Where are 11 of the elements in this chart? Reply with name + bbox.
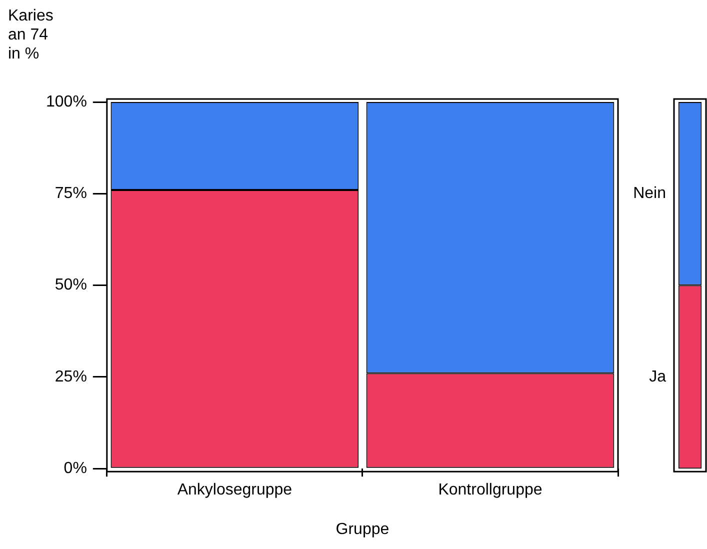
x-tick-label: Ankylosegruppe xyxy=(177,482,292,499)
y-tick-label: 0% xyxy=(64,460,87,478)
y-tick-label: 100% xyxy=(46,93,87,110)
y-tick-label: 50% xyxy=(54,276,87,294)
series-label: Ja xyxy=(649,368,666,386)
y-tick-label: 75% xyxy=(54,185,87,202)
x-axis-title: Gruppe xyxy=(336,520,390,538)
y-tick-label: 25% xyxy=(54,368,87,386)
series-label: Nein xyxy=(633,185,666,202)
y-axis-title: Karies an 74 in % xyxy=(8,7,54,62)
x-tick-label: Kontrollgruppe xyxy=(438,482,542,499)
